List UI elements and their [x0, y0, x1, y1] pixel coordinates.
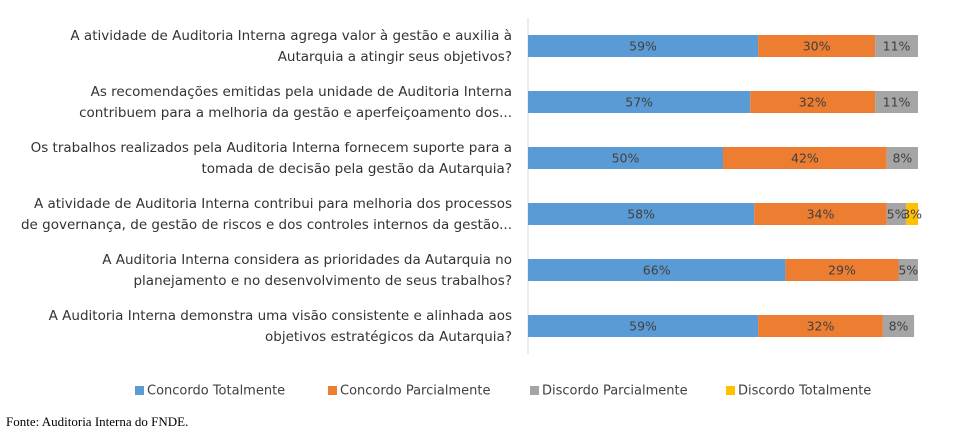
bar-segment	[528, 315, 759, 337]
category-label: A Auditoria Interna considera as priorid…	[102, 252, 512, 268]
legend-label: Discordo Totalmente	[738, 384, 871, 399]
category-label: As recomendações emitidas pela unidade d…	[91, 84, 512, 100]
legend-swatch	[530, 386, 539, 395]
value-label: 5%	[887, 207, 907, 222]
bar-segment	[528, 35, 759, 57]
category-label: A atividade de Auditoria Interna agrega …	[70, 28, 512, 44]
bar-segment	[882, 315, 915, 337]
value-label: 34%	[807, 207, 835, 222]
value-label: 57%	[625, 95, 653, 110]
value-label: 58%	[627, 207, 655, 222]
bar-segment	[758, 315, 883, 337]
bar-segment	[785, 259, 899, 281]
value-label: 50%	[612, 151, 640, 166]
legend-swatch	[135, 386, 144, 395]
category-label: Autarquia a atingir seus objetivos?	[278, 49, 512, 65]
value-label: 42%	[791, 151, 819, 166]
category-label: planejamento e no desenvolvimento de seu…	[133, 273, 512, 289]
legend-swatch	[328, 386, 337, 395]
bar-segment	[898, 259, 918, 281]
source: Fonte: Auditoria Interna do FNDE.	[6, 414, 188, 429]
category-label: de governança, de gestão de riscos e dos…	[21, 217, 512, 233]
bar-segment	[758, 35, 876, 57]
value-label: 29%	[828, 263, 856, 278]
legend-swatch	[726, 386, 735, 395]
value-label: 32%	[807, 319, 835, 334]
value-label: 8%	[889, 319, 909, 334]
legend-label: Concordo Totalmente	[147, 384, 285, 399]
value-label: 30%	[803, 39, 831, 54]
bar-segment	[723, 147, 887, 169]
category-label: A atividade de Auditoria Interna contrib…	[34, 196, 512, 212]
category-label: tomada de decisão pela gestão da Autarqu…	[201, 161, 512, 177]
bar-segment	[754, 203, 887, 225]
bar-segment	[875, 35, 918, 57]
value-label: 59%	[629, 319, 657, 334]
bar-segment	[750, 91, 876, 113]
value-label: 8%	[892, 151, 912, 166]
value-label: 5%	[898, 263, 918, 278]
legend-label: Concordo Parcialmente	[340, 384, 490, 399]
bar-segment	[886, 203, 907, 225]
bar-segment	[528, 147, 723, 169]
category-label: A Auditoria Interna demonstra uma visão …	[49, 308, 512, 324]
value-label: 59%	[629, 39, 657, 54]
bar-segment	[528, 259, 786, 281]
value-label: 11%	[883, 39, 911, 54]
bar-segment	[528, 91, 751, 113]
category-label: objetivos estratégicos da Autarquia?	[265, 329, 512, 345]
value-label: 11%	[883, 95, 911, 110]
value-label: 32%	[799, 95, 827, 110]
bar-segment	[906, 203, 918, 225]
bar-segment	[886, 147, 918, 169]
bar-segment	[528, 203, 755, 225]
value-label: 3%	[902, 207, 922, 222]
legend-label: Discordo Parcialmente	[542, 384, 688, 399]
category-label: contribuem para a melhoria da gestão e a…	[79, 105, 512, 121]
category-label: Os trabalhos realizados pela Auditoria I…	[31, 140, 512, 156]
bar-segment	[875, 91, 918, 113]
value-label: 66%	[643, 263, 671, 278]
